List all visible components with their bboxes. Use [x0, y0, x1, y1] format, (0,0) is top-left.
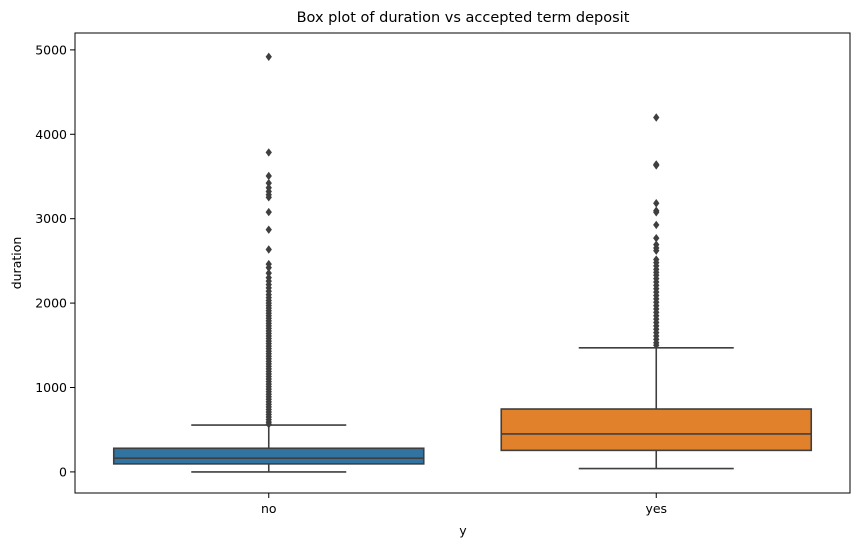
outlier-point — [653, 246, 660, 255]
box-no — [112, 447, 425, 465]
outlier-point — [265, 178, 272, 188]
box-yes — [500, 408, 813, 452]
outlier-point — [265, 171, 272, 181]
outlier-point — [653, 161, 660, 170]
y-tick-label: 1000 — [35, 380, 67, 395]
x-tick-label: yes — [645, 501, 667, 516]
x-tick-label: no — [261, 501, 277, 516]
boxes — [112, 52, 813, 473]
outlier-point — [265, 225, 272, 234]
outlier-point — [653, 233, 660, 243]
box-group-no — [112, 52, 425, 473]
y-tick-label: 5000 — [35, 42, 67, 57]
outlier-point — [653, 113, 660, 122]
y-tick-label: 0 — [59, 464, 67, 479]
y-axis: 0 1000 2000 3000 4000 5000 — [35, 42, 75, 479]
box-group-yes — [500, 113, 813, 470]
outlier-point — [265, 148, 272, 157]
chart-title: Box plot of duration vs accepted term de… — [297, 10, 630, 26]
y-tick-label: 4000 — [35, 127, 67, 142]
outlier-point — [265, 420, 272, 429]
x-axis: no yes — [261, 493, 667, 516]
outlier-point — [265, 207, 272, 217]
outlier-point — [653, 208, 660, 217]
plot-frame — [74, 32, 851, 494]
axes-frame — [74, 32, 851, 494]
outlier-point — [265, 268, 272, 278]
outlier-point — [265, 263, 272, 272]
outlier-point — [265, 52, 272, 62]
outlier-point — [653, 220, 660, 230]
outlier-point — [265, 193, 272, 202]
y-tick-label: 3000 — [35, 211, 67, 226]
outlier-point — [653, 341, 660, 350]
y-axis-label: duration — [9, 237, 24, 290]
outlier-point — [653, 199, 660, 208]
y-tick-label: 2000 — [35, 296, 67, 311]
x-axis-label: y — [459, 523, 467, 538]
outlier-point — [265, 245, 272, 254]
